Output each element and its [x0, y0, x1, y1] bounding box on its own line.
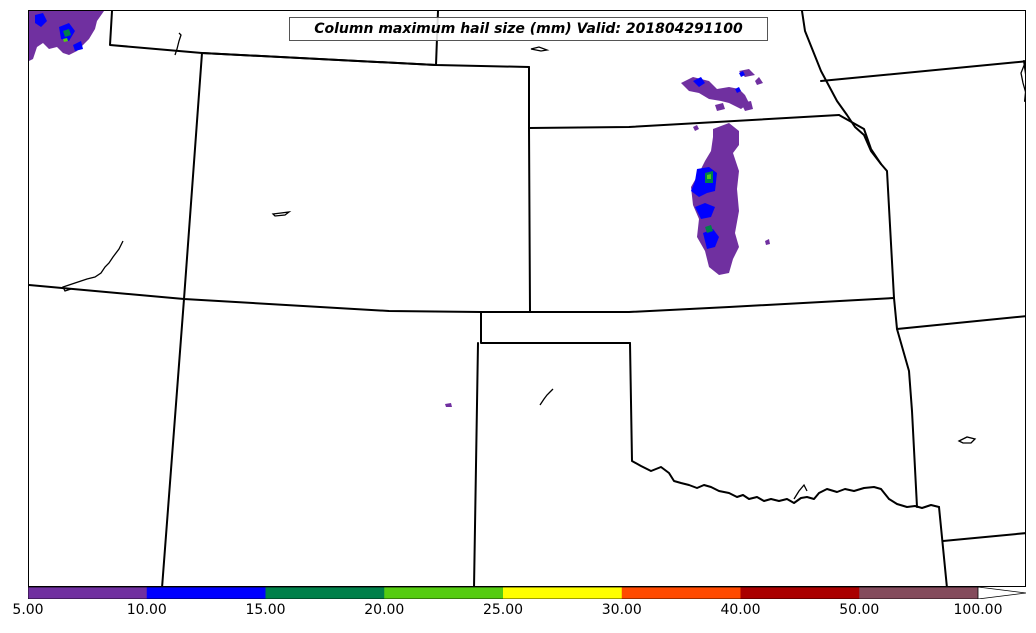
water-features [62, 32, 1025, 500]
colorbar-tick-label: 15.00 [245, 602, 286, 618]
border-kansas-missouri [838, 114, 895, 299]
colorbar-tick-label: 50.00 [839, 602, 880, 618]
hail-swath-northwest [29, 11, 104, 61]
hail-swath-green-nw [63, 29, 71, 37]
colorbar-bin-15.00-20.00 [265, 587, 385, 599]
border-missouri-arkansas [896, 315, 1025, 330]
hail-swath-blue-kansas [691, 71, 745, 249]
lake-feature-idaho [174, 32, 182, 56]
map-canvas [29, 11, 1025, 586]
hail-swath-purple-kansas-main [691, 123, 739, 275]
border-oklahoma-arkansas [893, 297, 918, 508]
lake-feature-arkansas [957, 436, 977, 444]
border-iowa-missouri [820, 60, 1025, 82]
border-colorado-nebraska [528, 66, 840, 129]
colorbar-tick-label: 20.00 [364, 602, 405, 618]
border-kansas-oklahoma [480, 297, 895, 313]
lake-feature-texas-panhandle [539, 388, 554, 406]
border-minnesota-iowa-line [1023, 60, 1025, 102]
colorbar-bin-50.00-100.00 [859, 587, 979, 599]
river-feature-missouri-right [1020, 62, 1025, 93]
colorbar-bin-10.00-15.00 [146, 587, 266, 599]
colorbar-extend-arrow [977, 587, 1026, 599]
colorbar-tick-label: 100.00 [953, 602, 1003, 618]
colorbar-bin-25.00-30.00 [503, 587, 623, 599]
border-arkansas-texas [938, 506, 948, 586]
hail-swath-green-kansas [705, 171, 713, 233]
border-colorado-kansas [528, 127, 531, 313]
lake-feature-red-river [793, 483, 808, 500]
colorbar-tick-label: 30.00 [601, 602, 642, 618]
map-title: Column maximum hail size (mm) Valid: 201… [289, 17, 768, 41]
lake-feature-nebraska [530, 46, 550, 52]
colorbar-bin-5.00-10.00 [28, 587, 148, 599]
border-arkansas-louisiana [942, 532, 1025, 542]
hail-swath-lime-nw [63, 38, 68, 42]
colorbar-tick-label: 40.00 [720, 602, 761, 618]
border-texas-oklahoma [629, 342, 940, 509]
lake-feature-wyoming [271, 211, 292, 217]
hail-swath-purple-kansas-north [681, 69, 763, 111]
border-oklahoma-panhandle [480, 311, 631, 344]
hail-swath-kansas [445, 69, 770, 407]
colorbar-tick-label: 25.00 [482, 602, 524, 618]
border-utah-colorado [161, 52, 203, 586]
colorbar [28, 587, 1026, 599]
border-newmexico-texas [473, 342, 479, 586]
colorbar-bin-30.00-40.00 [621, 587, 741, 599]
colorbar-bin-20.00-25.00 [384, 587, 504, 599]
border-colorado-newmexico [29, 284, 482, 313]
colorbar-tick-label: 10.00 [126, 602, 167, 618]
colorbar-bin-40.00-50.00 [740, 587, 860, 599]
border-nebraska-southdakota [801, 11, 882, 165]
colorbar-tick-label: 5.00 [12, 602, 44, 618]
state-borders [29, 11, 1025, 586]
great-salt-lake-outline [62, 240, 124, 292]
map-panel: Column maximum hail size (mm) Valid: 201… [28, 10, 1026, 587]
hail-swath-lime-kansas [707, 174, 711, 179]
border-wyoming-colorado [201, 52, 530, 68]
hail-swath-blue-nw [35, 13, 83, 51]
